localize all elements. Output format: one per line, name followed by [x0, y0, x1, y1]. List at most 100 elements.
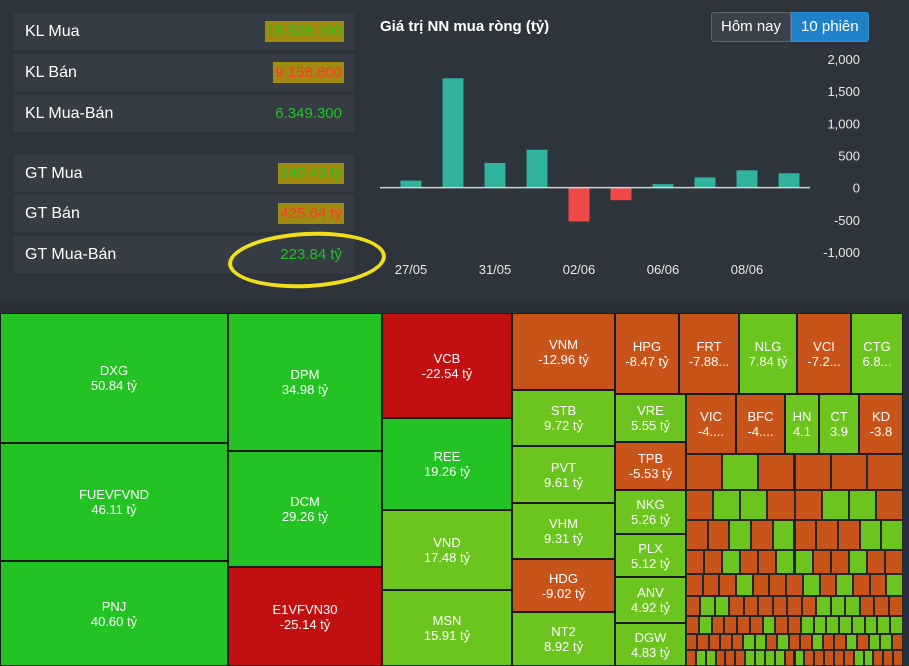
- small-tile[interactable]: [786, 574, 803, 596]
- small-tile[interactable]: [788, 616, 801, 634]
- small-tile[interactable]: [788, 634, 801, 650]
- small-tile[interactable]: [758, 550, 777, 574]
- small-tile[interactable]: [776, 550, 795, 574]
- tile-pvt[interactable]: PVT 9.61 tỷ: [512, 446, 615, 503]
- small-tile[interactable]: [821, 490, 849, 520]
- small-tile[interactable]: [851, 616, 865, 634]
- small-tile[interactable]: [812, 550, 831, 574]
- small-tile[interactable]: [823, 634, 835, 650]
- small-tile[interactable]: [740, 490, 768, 520]
- tile-ree[interactable]: REE 19.26 tỷ: [382, 418, 512, 510]
- small-tile[interactable]: [863, 650, 874, 666]
- small-tile[interactable]: [875, 490, 903, 520]
- small-tile[interactable]: [731, 634, 744, 650]
- small-tile[interactable]: [816, 596, 831, 616]
- tile-ctg[interactable]: CTG 6.8...: [851, 313, 903, 394]
- small-tile[interactable]: [751, 520, 773, 550]
- small-tile[interactable]: [819, 574, 837, 596]
- small-tile[interactable]: [777, 634, 789, 650]
- tile-e1vfvn30[interactable]: E1VFVN30 -25.14 tỷ: [228, 567, 382, 666]
- small-tile[interactable]: [764, 650, 775, 666]
- tile-frt[interactable]: FRT -7.88...: [679, 313, 739, 394]
- small-tile[interactable]: [700, 596, 715, 616]
- small-tile[interactable]: [813, 616, 827, 634]
- small-tile[interactable]: [774, 650, 785, 666]
- tile-stb[interactable]: STB 9.72 tỷ: [512, 390, 615, 446]
- tile-vic[interactable]: VIC -4....: [686, 394, 736, 454]
- small-tile[interactable]: [845, 634, 858, 650]
- small-tile[interactable]: [886, 574, 903, 596]
- small-tile[interactable]: [758, 596, 773, 616]
- small-tile[interactable]: [814, 650, 825, 666]
- tile-vre[interactable]: VRE 5.55 tỷ: [615, 394, 686, 442]
- small-tile[interactable]: [745, 650, 756, 666]
- small-tile[interactable]: [883, 650, 894, 666]
- small-tile[interactable]: [702, 574, 720, 596]
- small-tile[interactable]: [686, 650, 696, 666]
- small-tile[interactable]: [743, 596, 759, 616]
- tile-vnd[interactable]: VND 17.48 tỷ: [382, 510, 512, 590]
- small-tile[interactable]: [890, 616, 903, 634]
- tile-nlg[interactable]: NLG 7.84 tỷ: [739, 313, 797, 394]
- small-tile[interactable]: [722, 454, 759, 490]
- small-tile[interactable]: [888, 596, 903, 616]
- small-tile[interactable]: [686, 520, 708, 550]
- small-tile[interactable]: [843, 650, 854, 666]
- small-tile[interactable]: [874, 596, 889, 616]
- small-tile[interactable]: [794, 520, 817, 550]
- small-tile[interactable]: [762, 616, 776, 634]
- small-tile[interactable]: [736, 574, 753, 596]
- tile-nt2[interactable]: NT2 8.92 tỷ: [512, 612, 615, 666]
- small-tile[interactable]: [686, 616, 699, 634]
- small-tile[interactable]: [695, 650, 706, 666]
- small-tile[interactable]: [686, 490, 714, 520]
- tile-plx[interactable]: PLX 5.12 tỷ: [615, 534, 686, 577]
- small-tile[interactable]: [775, 616, 789, 634]
- small-tile[interactable]: [725, 650, 736, 666]
- small-tile[interactable]: [794, 550, 813, 574]
- small-tile[interactable]: [720, 634, 732, 650]
- small-tile[interactable]: [686, 634, 698, 650]
- small-tile[interactable]: [800, 616, 814, 634]
- small-tile[interactable]: [794, 650, 805, 666]
- small-tile[interactable]: [749, 616, 763, 634]
- small-tile[interactable]: [686, 454, 723, 490]
- tile-vnm[interactable]: VNM -12.96 tỷ: [512, 313, 615, 390]
- small-tile[interactable]: [765, 634, 778, 650]
- small-tile[interactable]: [794, 454, 831, 490]
- tile-bfc[interactable]: BFC -4....: [736, 394, 785, 454]
- tile-fuevfvnd[interactable]: FUEVFVND 46.11 tỷ: [0, 443, 228, 561]
- small-tile[interactable]: [740, 550, 759, 574]
- small-tile[interactable]: [869, 574, 887, 596]
- small-tile[interactable]: [729, 596, 744, 616]
- small-tile[interactable]: [697, 634, 709, 650]
- small-tile[interactable]: [787, 596, 802, 616]
- small-tile[interactable]: [686, 574, 703, 596]
- tile-msn[interactable]: MSN 15.91 tỷ: [382, 590, 512, 666]
- small-tile[interactable]: [724, 616, 738, 634]
- small-tile[interactable]: [811, 634, 824, 650]
- small-tile[interactable]: [877, 616, 891, 634]
- small-tile[interactable]: [891, 634, 903, 650]
- small-tile[interactable]: [833, 650, 844, 666]
- small-tile[interactable]: [686, 550, 705, 574]
- small-tile[interactable]: [880, 634, 892, 650]
- tile-dcm[interactable]: DCM 29.26 tỷ: [228, 451, 382, 567]
- small-tile[interactable]: [864, 616, 878, 634]
- small-tile[interactable]: [848, 550, 867, 574]
- small-tile[interactable]: [704, 550, 723, 574]
- small-tile[interactable]: [873, 650, 884, 666]
- tile-vci[interactable]: VCI -7.2...: [797, 313, 851, 394]
- small-tile[interactable]: [686, 596, 701, 616]
- small-tile[interactable]: [804, 650, 815, 666]
- small-tile[interactable]: [752, 574, 770, 596]
- small-tile[interactable]: [754, 634, 766, 650]
- small-tile[interactable]: [830, 596, 846, 616]
- small-tile[interactable]: [816, 520, 838, 550]
- tile-pnj[interactable]: PNJ 40.60 tỷ: [0, 561, 228, 666]
- small-tile[interactable]: [769, 574, 787, 596]
- small-tile[interactable]: [794, 490, 822, 520]
- small-tile[interactable]: [705, 650, 716, 666]
- small-tile[interactable]: [866, 550, 885, 574]
- small-tile[interactable]: [743, 634, 755, 650]
